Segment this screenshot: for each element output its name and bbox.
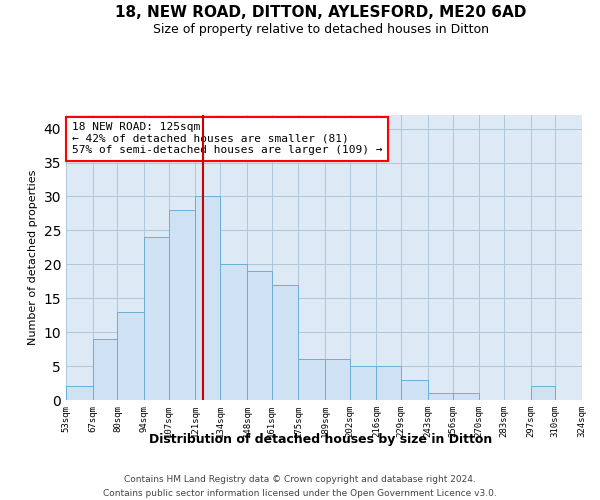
- Bar: [428, 393, 452, 400]
- Bar: [144, 237, 169, 400]
- Text: 18 NEW ROAD: 125sqm
← 42% of detached houses are smaller (81)
57% of semi-detach: 18 NEW ROAD: 125sqm ← 42% of detached ho…: [72, 122, 382, 156]
- Y-axis label: Number of detached properties: Number of detached properties: [28, 170, 38, 345]
- Text: Distribution of detached houses by size in Ditton: Distribution of detached houses by size …: [149, 432, 493, 446]
- Text: Contains HM Land Registry data © Crown copyright and database right 2024.
Contai: Contains HM Land Registry data © Crown c…: [103, 476, 497, 498]
- Bar: [350, 366, 376, 400]
- Bar: [220, 264, 247, 400]
- Bar: [247, 271, 272, 400]
- Bar: [376, 366, 401, 400]
- Bar: [452, 393, 479, 400]
- Bar: [66, 386, 92, 400]
- Bar: [92, 339, 118, 400]
- Text: Size of property relative to detached houses in Ditton: Size of property relative to detached ho…: [153, 22, 489, 36]
- Bar: [272, 284, 298, 400]
- Bar: [298, 360, 325, 400]
- Bar: [325, 360, 350, 400]
- Bar: [196, 196, 220, 400]
- Bar: [169, 210, 196, 400]
- Bar: [401, 380, 428, 400]
- Text: 18, NEW ROAD, DITTON, AYLESFORD, ME20 6AD: 18, NEW ROAD, DITTON, AYLESFORD, ME20 6A…: [115, 5, 527, 20]
- Bar: [118, 312, 144, 400]
- Bar: [530, 386, 556, 400]
